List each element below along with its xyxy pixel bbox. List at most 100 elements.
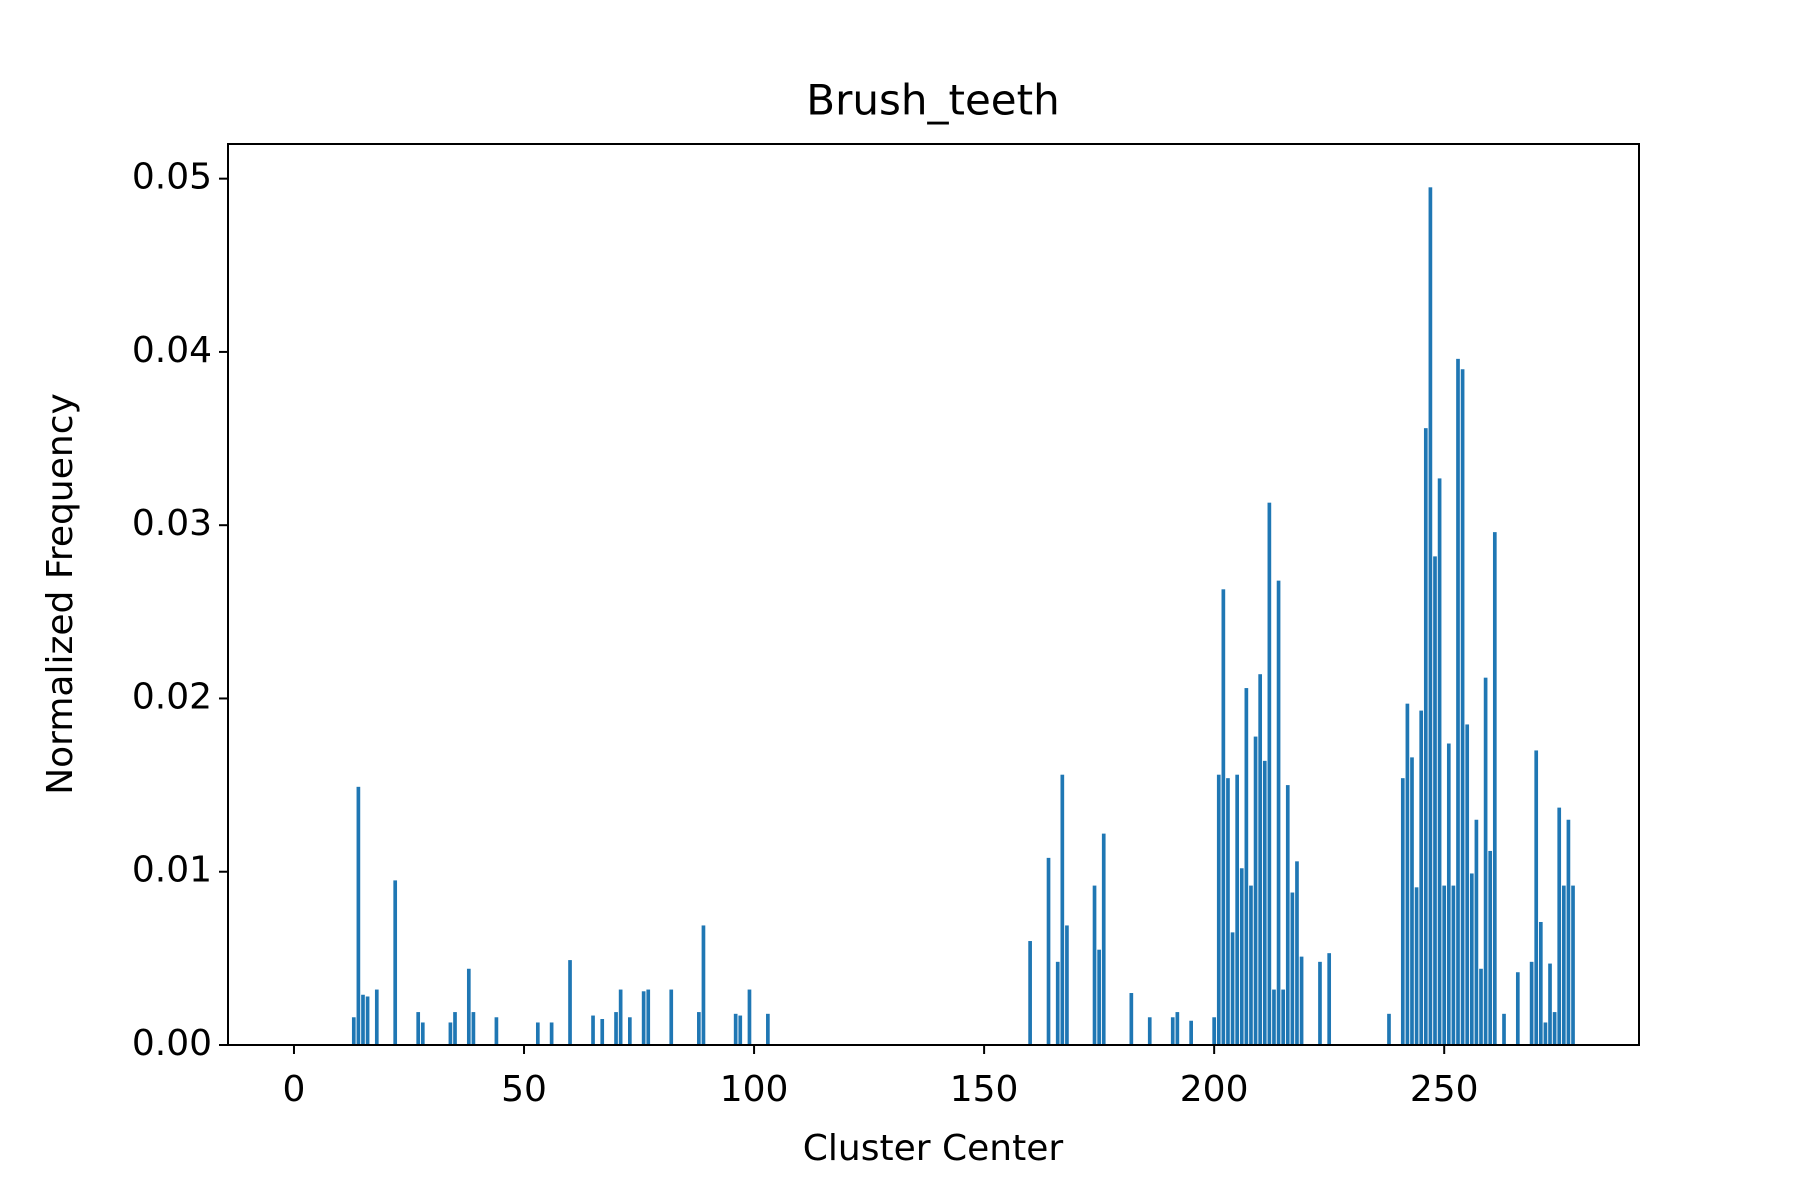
bar xyxy=(1538,921,1543,1045)
bar xyxy=(1175,1012,1180,1045)
bar xyxy=(1548,963,1552,1045)
y-tick-label: 0.02 xyxy=(132,676,212,717)
y-axis-label: Normalized Frequency xyxy=(40,393,81,795)
bar xyxy=(1327,953,1332,1045)
bar xyxy=(738,1015,743,1045)
bar xyxy=(1446,743,1451,1045)
bar xyxy=(1239,868,1244,1045)
bar xyxy=(1147,1017,1152,1045)
bar xyxy=(1483,677,1488,1045)
bar xyxy=(1221,589,1226,1045)
bar xyxy=(1437,478,1442,1045)
bar xyxy=(1428,187,1433,1045)
bar xyxy=(1414,887,1419,1045)
y-tick-label: 0.00 xyxy=(132,1023,212,1064)
y-tick-label: 0.03 xyxy=(132,503,212,544)
bar xyxy=(416,1012,421,1045)
bar xyxy=(1488,850,1493,1045)
bar xyxy=(1534,750,1539,1045)
bar xyxy=(1276,580,1281,1045)
bar xyxy=(1419,710,1424,1045)
bar xyxy=(393,880,398,1045)
y-tick-label: 0.01 xyxy=(132,850,212,891)
x-tick-label: 100 xyxy=(720,1069,789,1110)
bar xyxy=(1235,774,1239,1045)
x-axis-label: Cluster Center xyxy=(803,1128,1064,1169)
bar xyxy=(1290,892,1295,1045)
bar xyxy=(1557,807,1562,1045)
x-tick-label: 250 xyxy=(1410,1069,1479,1110)
bar xyxy=(1456,358,1460,1045)
bar xyxy=(351,1017,356,1045)
bar xyxy=(471,1012,476,1045)
bar xyxy=(1253,736,1258,1045)
x-tick-label: 50 xyxy=(501,1069,547,1110)
bar xyxy=(1299,956,1304,1045)
bar xyxy=(733,1013,738,1045)
bar xyxy=(1097,949,1101,1045)
bar xyxy=(1469,873,1474,1045)
bar xyxy=(1479,968,1483,1045)
bar xyxy=(1262,760,1267,1045)
bar xyxy=(1281,989,1286,1045)
bar xyxy=(1092,885,1097,1045)
bar xyxy=(361,994,365,1045)
bar xyxy=(614,1012,618,1045)
bar xyxy=(1405,703,1410,1045)
bar xyxy=(1410,757,1414,1045)
bar xyxy=(1267,502,1272,1045)
bar xyxy=(365,996,370,1045)
bar xyxy=(420,1022,425,1045)
bar xyxy=(747,989,752,1045)
bar xyxy=(1474,819,1479,1045)
bar xyxy=(1529,961,1534,1045)
bar xyxy=(697,1012,701,1045)
bar xyxy=(1460,369,1465,1045)
bar xyxy=(1226,778,1230,1045)
bar xyxy=(549,1022,554,1045)
bar xyxy=(1046,857,1051,1045)
bar xyxy=(618,989,623,1045)
bar xyxy=(1543,1022,1548,1045)
bar xyxy=(1055,961,1060,1045)
bar xyxy=(1060,774,1065,1045)
bar xyxy=(1571,885,1575,1045)
bar xyxy=(1465,724,1470,1045)
x-tick-label: 150 xyxy=(950,1069,1019,1110)
bar xyxy=(1492,532,1497,1045)
bar xyxy=(701,925,706,1045)
y-tick-label: 0.04 xyxy=(132,330,212,371)
bar xyxy=(1387,1013,1391,1045)
chart-title: Brush_teeth xyxy=(806,76,1059,125)
bar xyxy=(641,991,646,1045)
bar xyxy=(568,960,572,1045)
bar xyxy=(1216,774,1221,1045)
bar xyxy=(356,786,361,1045)
bar xyxy=(1249,885,1253,1045)
bar xyxy=(591,1015,595,1045)
bar xyxy=(1318,961,1322,1045)
bar xyxy=(1244,688,1249,1045)
bar xyxy=(1101,833,1106,1045)
bar xyxy=(1258,674,1263,1045)
y-tick-label: 0.05 xyxy=(132,157,212,198)
bar xyxy=(1451,885,1456,1045)
bar xyxy=(1515,972,1520,1045)
bar xyxy=(1272,989,1276,1045)
bar xyxy=(1295,861,1299,1045)
bar xyxy=(1028,941,1032,1045)
bar xyxy=(1285,785,1290,1045)
bar xyxy=(1433,556,1437,1045)
plot-frame xyxy=(227,143,1640,1046)
bar xyxy=(453,1012,457,1045)
bar xyxy=(466,968,471,1045)
bar xyxy=(1423,428,1428,1046)
bar xyxy=(1502,1013,1506,1045)
bar xyxy=(494,1017,499,1045)
bar xyxy=(1065,925,1069,1045)
bar xyxy=(1552,1012,1557,1045)
bar xyxy=(1230,932,1235,1045)
bar xyxy=(535,1022,540,1045)
x-tick-label: 0 xyxy=(283,1069,306,1110)
